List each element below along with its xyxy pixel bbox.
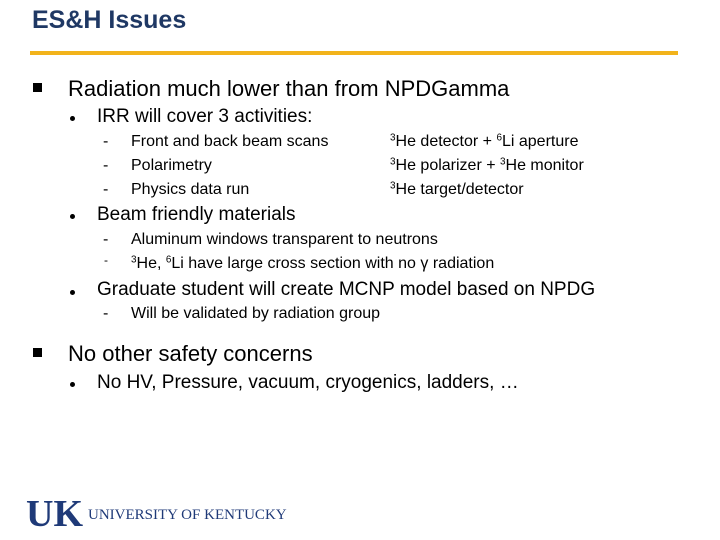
- dot-bullet-icon: [70, 290, 75, 295]
- uk-logo-text: UNIVERSITY OF KENTUCKY: [88, 507, 287, 523]
- dash-icon: -: [103, 181, 109, 198]
- bullet-irr: IRR will cover 3 activities:: [97, 106, 313, 127]
- bullet-beam-friendly: Beam friendly materials: [97, 204, 296, 225]
- activity-item: Polarimetry: [131, 157, 212, 174]
- bullet-radiation: Radiation much lower than from NPDGamma: [68, 76, 510, 101]
- activity-detail: 3He polarizer + 3He monitor: [390, 156, 584, 174]
- dash-icon: -: [104, 253, 108, 267]
- activity-item: Physics data run: [131, 181, 250, 198]
- bullet-no-hv: No HV, Pressure, vacuum, cryogenics, lad…: [97, 372, 519, 393]
- bullet-safety: No other safety concerns: [68, 341, 313, 366]
- dash-icon: -: [103, 305, 109, 322]
- square-bullet-icon: [33, 348, 42, 357]
- dot-bullet-icon: [70, 214, 75, 219]
- dot-bullet-icon: [70, 116, 75, 121]
- square-bullet-icon: [33, 83, 42, 92]
- activity-detail: 3He detector + 6Li aperture: [390, 132, 579, 150]
- activity-detail: 3He target/detector: [390, 180, 524, 198]
- activity-item: Front and back beam scans: [131, 133, 329, 150]
- dot-bullet-icon: [70, 382, 75, 387]
- dash-icon: -: [103, 133, 109, 150]
- bullet-mcnp: Graduate student will create MCNP model …: [97, 279, 596, 300]
- university-of-kentucky-logo: UK UNIVERSITY OF KENTUCKY: [26, 493, 287, 533]
- mcnp-item: Will be validated by radiation group: [131, 305, 381, 322]
- dash-icon: -: [103, 157, 109, 174]
- uk-logo-mark: UK: [26, 493, 83, 533]
- slide-title: ES&H Issues: [32, 6, 187, 34]
- dash-icon: -: [103, 231, 109, 248]
- material-item: Aluminum windows transparent to neutrons: [131, 231, 438, 248]
- material-item: 3He, 6Li have large cross section with n…: [131, 254, 495, 272]
- title-rule: [30, 51, 678, 55]
